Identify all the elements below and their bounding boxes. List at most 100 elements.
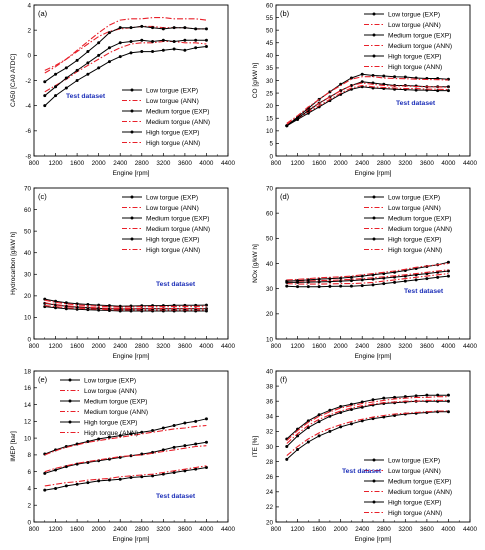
- data-point: [161, 426, 165, 430]
- x-tick-label: 3200: [398, 160, 413, 167]
- y-tick-label: 10: [266, 336, 274, 343]
- data-point: [403, 75, 407, 79]
- x-tick-label: 2800: [135, 526, 150, 533]
- data-point: [371, 283, 375, 287]
- series-line: [286, 275, 449, 288]
- x-tick-label: 2800: [377, 160, 392, 167]
- data-point: [339, 404, 343, 408]
- y-tick-label: 25: [266, 90, 274, 97]
- y-tick-label: 26: [266, 474, 274, 481]
- series-line: [44, 25, 207, 71]
- data-point: [86, 61, 90, 65]
- y-tick-label: 12: [24, 419, 32, 426]
- data-point: [446, 399, 450, 403]
- series-line: [44, 298, 207, 307]
- legend-marker: [68, 420, 72, 424]
- data-point: [151, 429, 155, 433]
- data-point: [382, 74, 386, 78]
- annotation-test-dataset: Test dataset: [66, 93, 106, 100]
- legend: Low torgue (EXP) Low torgue (ANN) Medium t…: [60, 377, 148, 437]
- data-point: [129, 26, 133, 30]
- y-tick-label: 0: [269, 153, 273, 160]
- legend-entry: Low torgue (EXP): [84, 377, 136, 384]
- legend-entry: Low torgue (ANN): [146, 98, 199, 105]
- data-point: [97, 437, 101, 441]
- x-tick-label: 2400: [113, 526, 128, 533]
- legend-entry: High torgue (EXP): [146, 129, 200, 136]
- data-point: [129, 454, 133, 458]
- data-point: [161, 27, 165, 31]
- x-tick-label: 3200: [156, 343, 171, 350]
- data-point: [285, 284, 289, 288]
- y-tick-label: 5: [269, 141, 273, 148]
- data-point: [75, 68, 79, 72]
- data-point: [285, 445, 289, 448]
- x-tick-label: 3200: [398, 343, 413, 350]
- data-point: [446, 274, 450, 278]
- x-tick-label: 2000: [92, 160, 107, 167]
- series-line: [286, 394, 449, 440]
- legend-marker: [372, 12, 376, 16]
- x-tick-label: 800: [271, 160, 282, 167]
- data-point: [371, 398, 375, 402]
- data-point: [328, 429, 332, 433]
- x-axis-label: Engine [rpm]: [113, 170, 150, 177]
- data-point: [349, 76, 353, 80]
- x-tick-label: 4400: [221, 526, 236, 533]
- data-point: [204, 440, 208, 444]
- data-point: [382, 415, 386, 419]
- x-tick-label: 800: [271, 526, 282, 533]
- data-point: [183, 26, 187, 30]
- data-point: [306, 426, 310, 430]
- data-point: [306, 419, 310, 423]
- y-tick-label: 55: [266, 15, 274, 22]
- x-tick-label: 3600: [420, 160, 435, 167]
- x-tick-label: 3200: [398, 526, 413, 533]
- series-line: [44, 17, 207, 74]
- data-point: [43, 471, 47, 475]
- data-point: [86, 439, 90, 443]
- data-point: [97, 53, 101, 57]
- y-tick-label: 20: [266, 103, 274, 110]
- y-tick-label: 30: [266, 78, 274, 85]
- series-line: [44, 46, 207, 107]
- legend-entry: Low torgue (ANN): [388, 468, 441, 475]
- y-tick-label: 50: [24, 228, 32, 235]
- y-tick-label: 10: [24, 435, 32, 442]
- data-point: [194, 442, 198, 446]
- y-tick-label: 0: [27, 336, 31, 343]
- x-tick-label: 2000: [334, 343, 349, 350]
- data-point: [194, 38, 198, 42]
- data-point: [75, 58, 79, 62]
- data-point: [161, 448, 165, 452]
- data-point: [194, 27, 198, 31]
- data-point: [317, 420, 321, 424]
- y-axis-label: IMEP [bar]: [10, 431, 17, 462]
- data-point: [360, 80, 364, 84]
- x-tick-label: 4400: [463, 160, 478, 167]
- panel-label: (a): [38, 9, 48, 18]
- legend-entry: High torgue (ANN): [146, 247, 200, 254]
- annotation-test-dataset: Test dataset: [396, 100, 436, 107]
- legend-marker: [372, 500, 376, 504]
- data-point: [306, 440, 310, 444]
- legend-entry: High torgue (EXP): [84, 419, 138, 426]
- x-tick-label: 4000: [441, 526, 456, 533]
- data-point: [107, 46, 111, 50]
- data-point: [360, 72, 364, 76]
- series-line: [286, 82, 449, 125]
- data-point: [393, 395, 397, 399]
- data-point: [107, 435, 111, 439]
- data-point: [118, 434, 122, 438]
- data-point: [140, 430, 144, 434]
- x-tick-label: 3200: [156, 526, 171, 533]
- data-point: [151, 474, 155, 478]
- y-tick-label: 18: [24, 368, 32, 375]
- y-tick-label: 14: [24, 402, 32, 409]
- data-point: [414, 278, 418, 282]
- legend: Low torgue (EXP) Low torgue (ANN) Medium t…: [364, 457, 452, 517]
- data-point: [118, 477, 122, 481]
- x-tick-label: 800: [271, 343, 282, 350]
- data-point: [64, 301, 68, 305]
- data-point: [446, 260, 450, 264]
